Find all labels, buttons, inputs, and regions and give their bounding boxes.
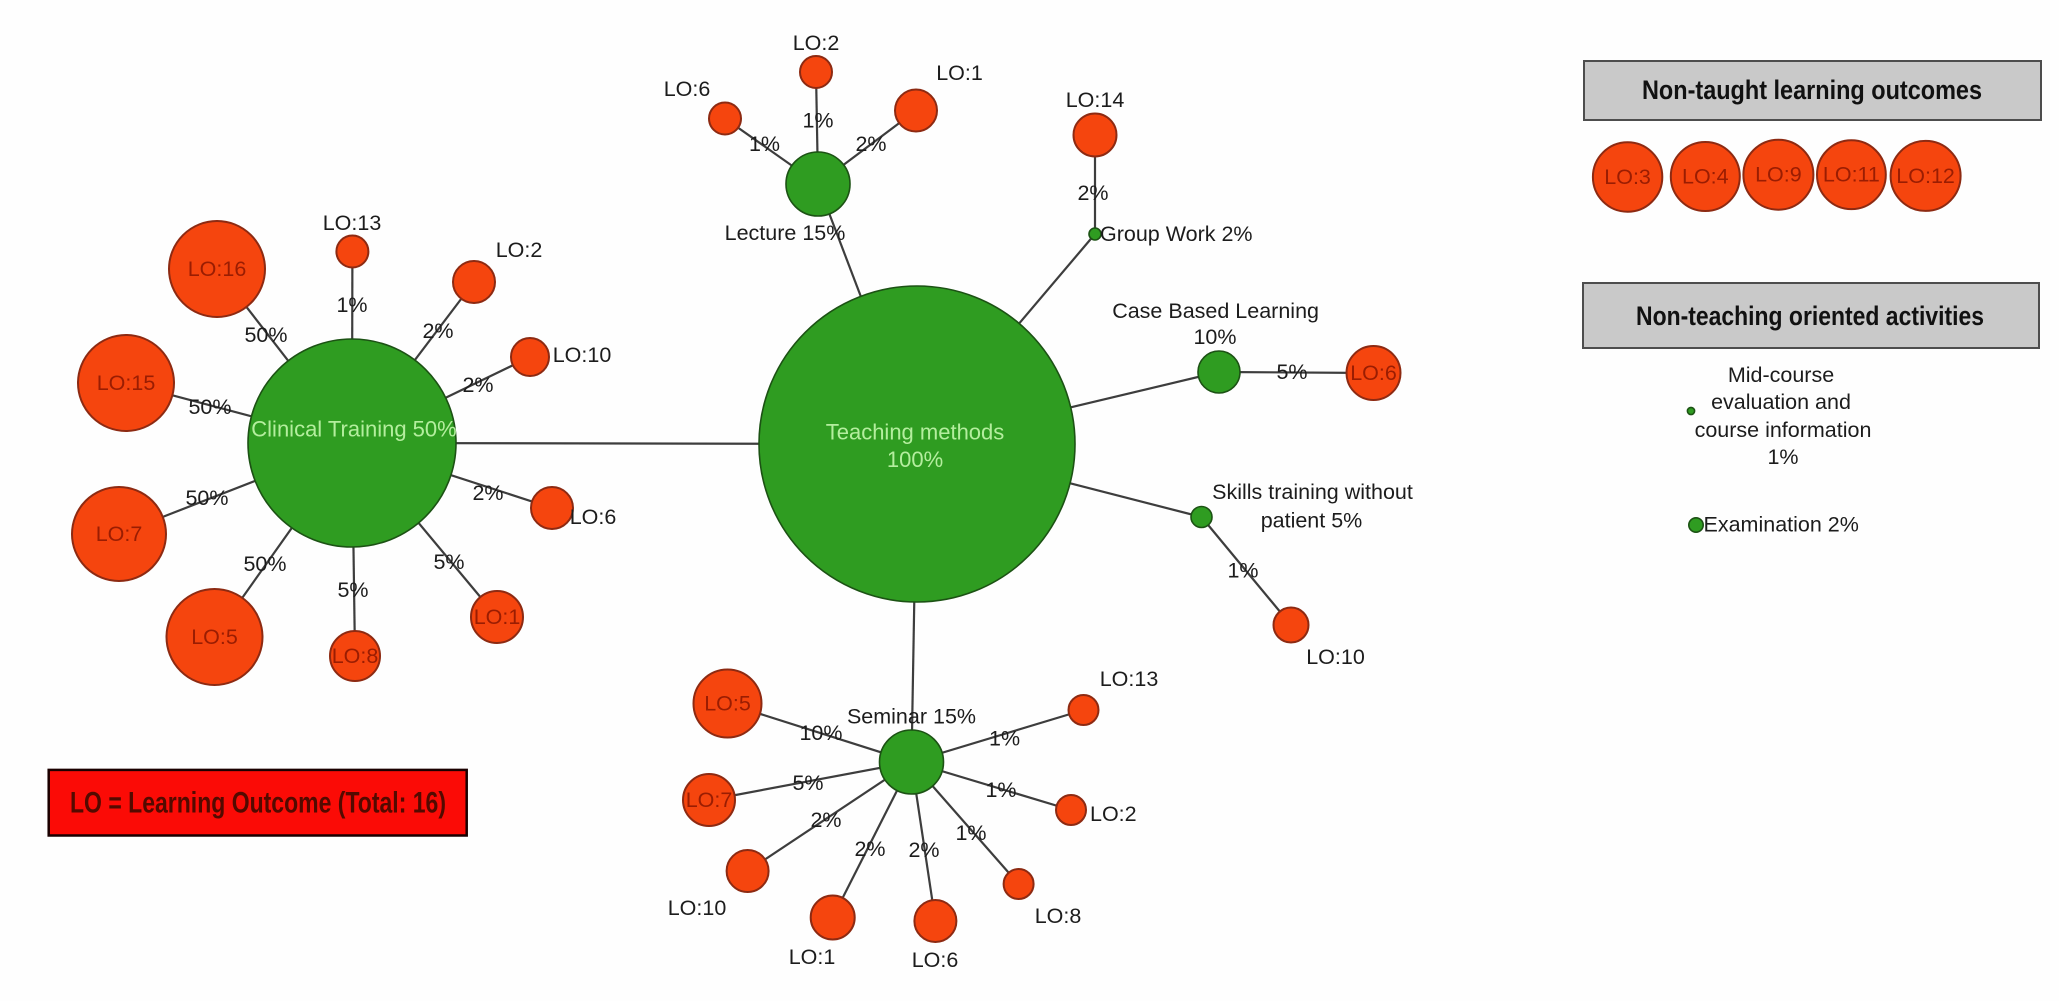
svg-text:Case Based Learning: Case Based Learning <box>1112 299 1319 323</box>
svg-text:2%: 2% <box>908 838 939 862</box>
svg-text:5%: 5% <box>1276 360 1307 384</box>
svg-text:Skills training without: Skills training without <box>1212 480 1413 504</box>
svg-text:LO:1: LO:1 <box>474 605 521 629</box>
svg-text:LO:12: LO:12 <box>1896 164 1955 188</box>
svg-text:LO:13: LO:13 <box>1100 667 1159 691</box>
svg-text:50%: 50% <box>243 552 286 576</box>
svg-text:100%: 100% <box>887 447 943 472</box>
svg-text:2%: 2% <box>854 837 885 861</box>
svg-text:LO = Learning Outcome (Total:: LO = Learning Outcome (Total: 16) <box>70 787 446 820</box>
svg-text:Examination 2%: Examination 2% <box>1704 513 1859 537</box>
svg-text:LO:9: LO:9 <box>1755 163 1802 187</box>
svg-text:LO:6: LO:6 <box>570 505 617 529</box>
svg-text:evaluation and: evaluation and <box>1711 390 1851 414</box>
svg-text:5%: 5% <box>792 771 823 795</box>
svg-text:patient 5%: patient 5% <box>1261 509 1363 533</box>
svg-text:LO:6: LO:6 <box>912 948 959 972</box>
svg-text:LO:7: LO:7 <box>686 788 733 812</box>
svg-text:1%: 1% <box>336 293 367 317</box>
svg-text:5%: 5% <box>433 550 464 574</box>
svg-text:LO:1: LO:1 <box>789 945 836 969</box>
svg-text:10%: 10% <box>1193 325 1236 349</box>
svg-text:LO:5: LO:5 <box>191 625 238 649</box>
svg-text:Seminar 15%: Seminar 15% <box>847 705 976 729</box>
svg-text:LO:3: LO:3 <box>1604 165 1651 189</box>
svg-text:LO:10: LO:10 <box>668 896 727 920</box>
svg-text:Lecture 15%: Lecture 15% <box>725 221 846 245</box>
svg-text:1%: 1% <box>749 132 780 156</box>
svg-text:Mid-course: Mid-course <box>1728 363 1834 387</box>
svg-text:LO:6: LO:6 <box>1350 361 1397 385</box>
svg-text:2%: 2% <box>810 808 841 832</box>
svg-text:2%: 2% <box>472 481 503 505</box>
svg-text:LO:8: LO:8 <box>332 644 379 668</box>
svg-text:50%: 50% <box>188 395 231 419</box>
svg-text:LO:2: LO:2 <box>793 31 840 55</box>
svg-text:1%: 1% <box>989 727 1020 751</box>
svg-text:LO:10: LO:10 <box>1306 645 1365 669</box>
svg-text:Clinical Training 50%: Clinical Training 50% <box>251 417 456 442</box>
svg-text:LO:13: LO:13 <box>323 211 382 235</box>
svg-text:LO:2: LO:2 <box>1090 802 1137 826</box>
svg-text:5%: 5% <box>337 578 368 602</box>
svg-text:LO:15: LO:15 <box>97 371 156 395</box>
svg-text:1%: 1% <box>802 109 833 133</box>
svg-text:LO:10: LO:10 <box>553 343 612 367</box>
svg-text:50%: 50% <box>244 323 287 347</box>
svg-text:2%: 2% <box>462 373 493 397</box>
svg-text:2%: 2% <box>855 132 886 156</box>
svg-text:course information: course information <box>1695 418 1872 442</box>
svg-text:LO:4: LO:4 <box>1682 165 1729 189</box>
svg-text:LO:5: LO:5 <box>704 692 751 716</box>
svg-text:Group Work 2%: Group Work 2% <box>1100 222 1253 246</box>
svg-text:LO:7: LO:7 <box>96 522 143 546</box>
svg-text:LO:8: LO:8 <box>1035 904 1082 928</box>
svg-text:2%: 2% <box>422 319 453 343</box>
svg-text:LO:6: LO:6 <box>664 77 711 101</box>
svg-text:Non-taught learning outcomes: Non-taught learning outcomes <box>1642 75 1982 105</box>
svg-text:2%: 2% <box>1077 181 1108 205</box>
svg-text:50%: 50% <box>185 486 228 510</box>
svg-text:LO:11: LO:11 <box>1823 163 1880 187</box>
svg-text:Teaching methods: Teaching methods <box>826 420 1005 445</box>
svg-text:1%: 1% <box>985 778 1016 802</box>
svg-text:1%: 1% <box>1767 445 1798 469</box>
svg-text:LO:14: LO:14 <box>1066 88 1125 112</box>
svg-text:1%: 1% <box>955 821 986 845</box>
svg-text:LO:1: LO:1 <box>936 61 983 85</box>
svg-text:1%: 1% <box>1227 559 1258 583</box>
svg-text:LO:2: LO:2 <box>496 238 543 262</box>
svg-text:10%: 10% <box>799 721 842 745</box>
svg-text:Non-teaching oriented activiti: Non-teaching oriented activities <box>1636 301 1984 331</box>
svg-text:LO:16: LO:16 <box>188 257 247 281</box>
